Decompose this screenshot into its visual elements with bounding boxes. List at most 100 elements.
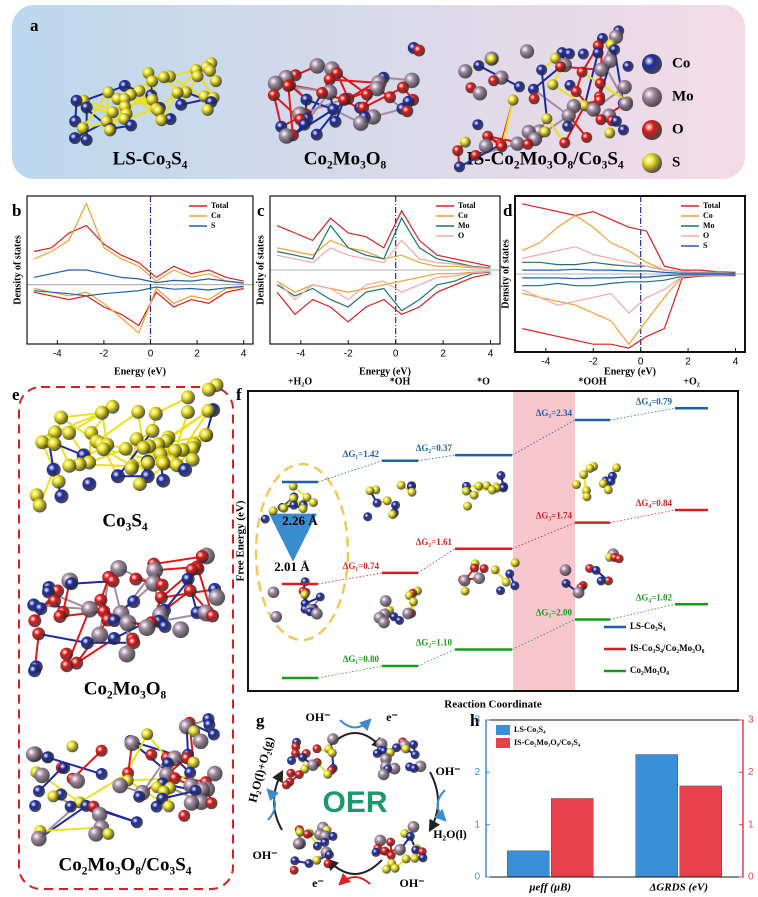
atom: [148, 406, 163, 421]
atom: [470, 563, 479, 573]
atom: [410, 750, 420, 760]
atom: [401, 744, 411, 754]
atom: [390, 863, 400, 873]
bar: [551, 798, 594, 878]
legend-label: Co: [672, 55, 690, 71]
atom: [579, 470, 589, 480]
structure: [371, 821, 428, 874]
atom: [32, 627, 46, 641]
step-energy-label: ΔG₃=2.34: [536, 408, 573, 418]
atom: [404, 590, 414, 600]
atom: [474, 481, 484, 491]
atom: [459, 136, 471, 148]
cycle-label: OH⁻: [305, 710, 330, 724]
y2-tick-label: 3: [748, 715, 754, 726]
structure: [559, 548, 624, 599]
atom: [380, 846, 390, 856]
atom: [357, 101, 370, 114]
atom: [528, 83, 539, 95]
atom: [369, 80, 385, 97]
atom: [418, 853, 428, 863]
atom: [612, 463, 621, 473]
atom: [407, 821, 420, 833]
dos-curve: [521, 274, 736, 314]
atom: [287, 756, 297, 766]
atom: [594, 62, 609, 77]
step-energy-label: ΔG₁=0.80: [343, 654, 380, 664]
atom: [106, 106, 119, 119]
atom: [270, 610, 283, 623]
atom: [195, 550, 209, 563]
atom: [572, 480, 581, 490]
atom: [327, 103, 340, 116]
atom: [51, 474, 66, 489]
atom: [549, 52, 561, 64]
dos-curve: [276, 273, 491, 323]
y-axis-label: Density of states: [255, 235, 266, 305]
atom: [581, 132, 593, 143]
connector: [609, 407, 676, 421]
atom: [110, 559, 128, 577]
atom: [201, 103, 214, 116]
structure: [289, 821, 338, 875]
legend-label: S: [703, 241, 708, 250]
atom: [388, 510, 398, 520]
bond: [83, 99, 127, 115]
atom: [208, 588, 226, 606]
atom: [146, 561, 164, 579]
atom: [290, 856, 300, 866]
highlight-ellipse: [254, 462, 350, 642]
atom: [473, 60, 485, 72]
bond: [532, 88, 570, 117]
dos-curve: [33, 224, 244, 282]
atom: [328, 831, 338, 841]
legend-label: S: [672, 154, 680, 170]
x-tick-label: 0: [638, 357, 644, 368]
x-tick-label: 2: [440, 349, 446, 360]
atom: [501, 577, 511, 587]
cycle-label: H₂O(l): [433, 827, 467, 841]
dos-curve: [522, 261, 736, 274]
atom: [302, 829, 312, 839]
x-tick-label: ΔGRDS (eV): [648, 882, 708, 894]
atom: [60, 647, 74, 661]
bond: [292, 108, 334, 137]
atom: [604, 576, 613, 586]
panel-e-frame: [18, 386, 234, 890]
legend-label: Co: [458, 211, 468, 220]
atom: [391, 500, 401, 510]
atom: [452, 145, 464, 157]
atom: [34, 602, 48, 616]
atom: [371, 847, 381, 857]
atom: [307, 759, 319, 771]
atom: [70, 94, 83, 107]
atom: [91, 806, 108, 823]
atom: [130, 816, 143, 829]
atom: [33, 785, 45, 798]
atom: [282, 80, 295, 92]
atom: [96, 442, 111, 457]
y-tick-label: 2: [474, 767, 480, 778]
atom: [104, 124, 116, 137]
step-energy-label: ΔG₃=2.00: [536, 608, 573, 618]
legend-label: IS-Co₂Mo₃O₈/Co₃S₄: [514, 738, 581, 747]
atom: [386, 837, 396, 847]
step-label: *OH: [390, 376, 411, 387]
atom: [279, 503, 289, 513]
atom: [610, 115, 622, 127]
atom: [397, 81, 409, 94]
atom: [591, 565, 601, 575]
atom: [192, 733, 209, 750]
atom: [402, 607, 414, 620]
atom: [162, 757, 174, 770]
connector: [511, 522, 576, 550]
dos-curve: [521, 203, 736, 273]
panel-letter: b: [12, 201, 21, 220]
atom: [312, 744, 322, 754]
atom: [136, 440, 151, 455]
atom: [106, 574, 120, 588]
bond: [96, 411, 139, 443]
atom: [118, 441, 133, 456]
atom: [496, 141, 508, 153]
plot-frame: [26, 195, 254, 345]
